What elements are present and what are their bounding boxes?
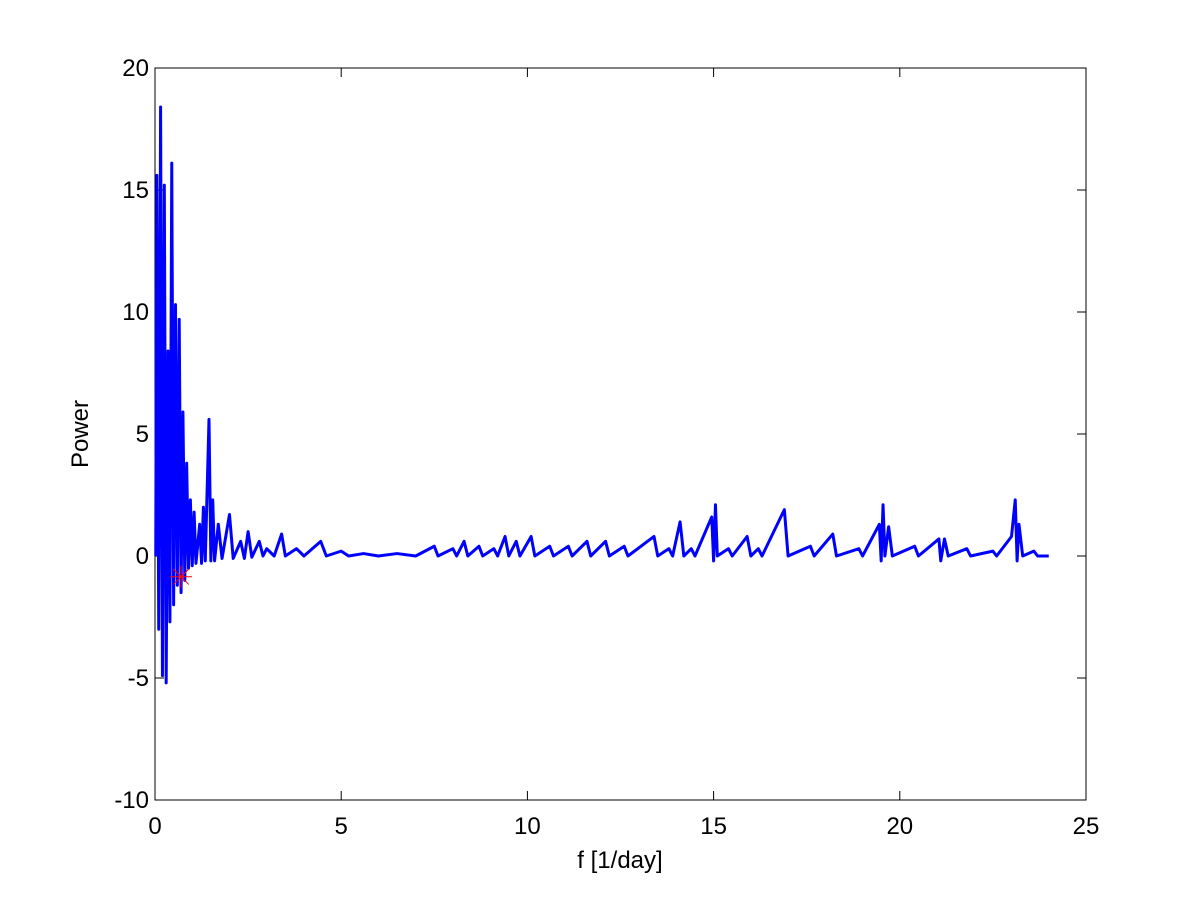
x-tick-label: 20 — [886, 813, 913, 840]
star-marker — [170, 565, 193, 588]
y-tick-label: 0 — [136, 543, 149, 570]
x-tick-label: 25 — [1073, 813, 1100, 840]
x-tick-label: 15 — [700, 813, 727, 840]
x-axis-label: f [1/day] — [577, 847, 662, 874]
y-axis-label: Power — [67, 400, 94, 468]
x-tick-label: 10 — [514, 813, 541, 840]
y-tick-label: 20 — [122, 55, 149, 82]
star-stroke — [173, 568, 190, 585]
y-tick-label: 15 — [122, 177, 149, 204]
x-tick-label: 5 — [335, 813, 348, 840]
x-tick-label: 0 — [148, 813, 161, 840]
y-tick-label: 5 — [136, 421, 149, 448]
y-tick-label: -10 — [114, 787, 149, 814]
y-tick-label: -5 — [128, 665, 149, 692]
y-tick-label: 10 — [122, 299, 149, 326]
plot-box — [154, 67, 1087, 801]
data-line — [154, 105, 1049, 685]
